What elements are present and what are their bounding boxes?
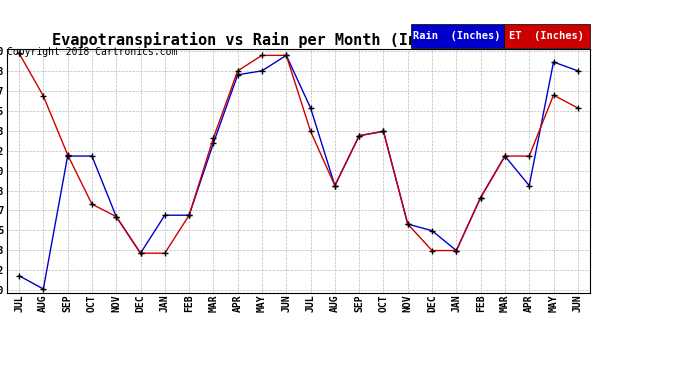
Text: ET  (Inches): ET (Inches) <box>509 31 584 41</box>
Title: Evapotranspiration vs Rain per Month (Inches) 20180717: Evapotranspiration vs Rain per Month (In… <box>52 32 545 48</box>
FancyBboxPatch shape <box>411 24 504 48</box>
Text: Copyright 2018 Cartronics.com: Copyright 2018 Cartronics.com <box>7 47 177 57</box>
FancyBboxPatch shape <box>504 24 590 48</box>
Text: Rain  (Inches): Rain (Inches) <box>413 31 501 41</box>
